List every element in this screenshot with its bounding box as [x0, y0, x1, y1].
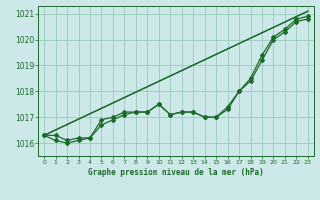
X-axis label: Graphe pression niveau de la mer (hPa): Graphe pression niveau de la mer (hPa) [88, 168, 264, 177]
